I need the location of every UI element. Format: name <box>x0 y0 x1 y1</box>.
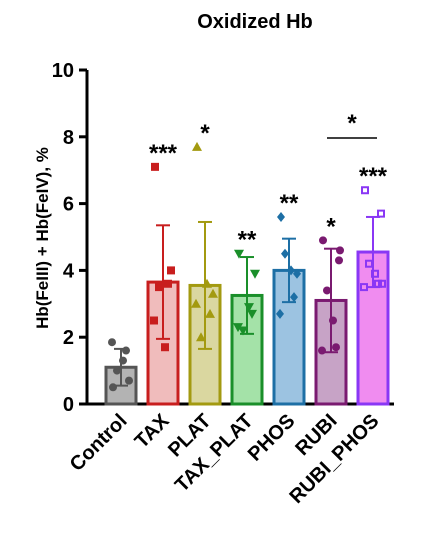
data-point <box>161 343 169 352</box>
data-point <box>335 256 343 265</box>
data-point <box>290 292 298 303</box>
data-point <box>205 308 215 318</box>
data-point <box>125 376 133 385</box>
significance-label: *** <box>149 140 178 167</box>
data-point <box>378 279 386 288</box>
significance-label: * <box>200 120 210 147</box>
data-point <box>250 269 260 279</box>
data-point <box>238 326 248 336</box>
y-axis-label: Hb(FeIII) + Hb(FeIV), % <box>33 147 52 329</box>
data-point <box>371 269 379 278</box>
data-point <box>332 343 340 352</box>
y-tick-label: 0 <box>63 394 74 416</box>
y-tick-label: 4 <box>63 260 75 282</box>
y-tick-label: 6 <box>63 194 74 216</box>
chart-title: Oxidized Hb <box>197 11 313 33</box>
data-point <box>108 338 116 347</box>
data-point <box>155 283 163 292</box>
data-point <box>323 286 331 295</box>
plot-area: 0246810Control***TAX*PLAT**TAX_PLAT**PHO… <box>52 60 394 508</box>
data-point <box>151 162 159 171</box>
data-point <box>164 279 172 288</box>
data-point <box>234 249 244 259</box>
data-point <box>202 278 212 288</box>
data-point <box>244 303 254 313</box>
data-point <box>109 383 117 392</box>
data-point <box>360 283 368 292</box>
significance-label: *** <box>359 163 388 190</box>
data-point <box>196 332 206 342</box>
data-point <box>167 266 175 275</box>
y-tick-label: 10 <box>52 60 74 82</box>
y-tick-label: 2 <box>63 327 74 349</box>
significance-label: * <box>326 213 336 240</box>
data-point <box>119 356 127 365</box>
data-point <box>336 246 344 255</box>
data-point <box>233 323 243 333</box>
data-point <box>318 346 326 355</box>
data-point <box>276 308 284 319</box>
data-point <box>122 346 130 355</box>
y-tick-label: 8 <box>63 127 74 149</box>
data-point <box>377 209 385 218</box>
data-point <box>247 309 257 319</box>
data-point <box>191 298 201 308</box>
x-tick-label: Control <box>66 410 132 476</box>
significance-label: ** <box>238 227 257 254</box>
data-point <box>277 211 285 222</box>
x-tick-label: PHOS <box>244 410 300 466</box>
data-point <box>293 268 301 279</box>
data-point <box>281 248 289 259</box>
data-point <box>361 186 369 195</box>
data-point <box>287 265 295 276</box>
data-point <box>365 259 373 268</box>
data-point <box>192 141 202 151</box>
data-point <box>208 288 218 298</box>
data-point <box>329 316 337 325</box>
data-point <box>150 316 158 325</box>
data-point <box>319 236 327 245</box>
significance-label: ** <box>280 190 299 217</box>
data-point <box>113 366 121 375</box>
comparison-label: * <box>347 110 357 137</box>
